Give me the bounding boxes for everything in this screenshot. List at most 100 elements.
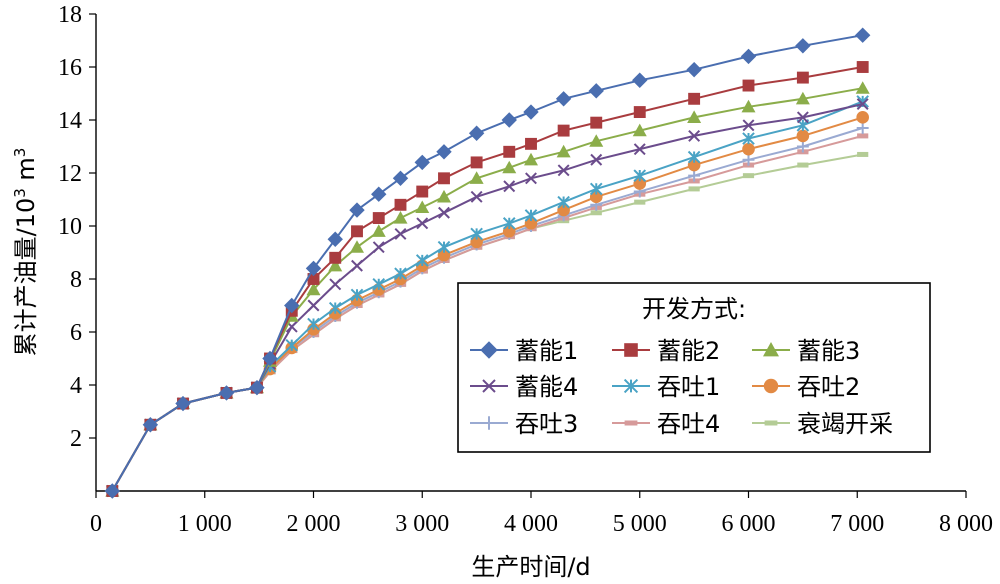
data-point: [556, 144, 571, 158]
y-tick-label: 4: [70, 373, 82, 399]
data-point: [436, 144, 452, 160]
legend-item: 吞吐3: [470, 410, 578, 438]
data-point: [307, 273, 320, 285]
data-point: [557, 195, 570, 209]
data-point: [795, 38, 811, 54]
data-point: [855, 81, 870, 94]
data-point: [372, 212, 385, 224]
data-point: [350, 288, 364, 302]
legend-label: 吞吐4: [657, 410, 720, 438]
data-point: [589, 134, 604, 147]
y-axis-title-unit: m: [12, 157, 40, 188]
data-point: [524, 152, 538, 166]
x-tick-label: 2 000: [287, 511, 341, 537]
y-tick-label: 12: [58, 161, 82, 187]
data-point: [589, 182, 603, 196]
data-point: [438, 206, 450, 219]
data-point: [633, 177, 647, 190]
data-point: [503, 145, 516, 158]
data-point: [249, 379, 265, 396]
legend-item: 吞吐2: [752, 373, 860, 401]
data-point: [557, 164, 570, 177]
x-tick-label: 3 000: [395, 511, 449, 537]
data-point: [394, 227, 407, 240]
data-point: [142, 417, 159, 433]
data-point: [371, 224, 386, 237]
data-point: [416, 185, 429, 198]
data-point: [764, 420, 778, 426]
data-point: [349, 202, 365, 218]
data-point: [623, 378, 639, 394]
legend-label: 蓄能2: [657, 337, 720, 365]
data-point: [414, 154, 430, 171]
data-point: [482, 379, 496, 393]
data-point: [351, 225, 363, 238]
legend-label: 蓄能4: [515, 373, 578, 401]
data-point: [502, 217, 516, 230]
data-point: [856, 61, 869, 73]
data-point: [632, 123, 647, 137]
data-point: [590, 116, 603, 129]
data-point: [796, 111, 809, 124]
data-point: [328, 258, 343, 272]
data-point: [328, 301, 342, 315]
data-point: [470, 156, 483, 169]
data-point: [590, 153, 603, 166]
data-point: [588, 83, 604, 99]
data-point: [218, 385, 235, 401]
data-point: [285, 338, 299, 352]
data-point: [503, 180, 516, 193]
data-point: [437, 240, 451, 254]
y-tick-label: 18: [58, 2, 82, 28]
data-point: [525, 172, 537, 185]
legend-item: 蓄能3: [752, 337, 860, 365]
data-point: [437, 248, 451, 262]
data-point: [797, 162, 809, 168]
data-point: [470, 235, 483, 249]
data-point: [624, 420, 638, 426]
data-point: [687, 110, 702, 123]
data-point: [557, 124, 570, 137]
data-point: [482, 416, 496, 430]
data-point: [589, 190, 603, 204]
x-tick-label: 6 000: [722, 511, 776, 537]
ticks: 0 1 000 2 000 3 000 4 000 5 000 6 000 7 000 8 00…: [58, 2, 993, 537]
data-point: [306, 282, 321, 296]
data-point: [590, 210, 602, 216]
data-point: [327, 231, 343, 247]
data-point: [688, 186, 700, 192]
data-point: [633, 169, 647, 182]
x-tick-label: 0: [90, 511, 102, 537]
legend-label: 吞吐3: [515, 410, 578, 438]
data-point: [329, 278, 342, 291]
data-point: [480, 341, 498, 359]
data-point: [624, 343, 638, 357]
data-point: [394, 267, 407, 281]
data-point: [633, 143, 646, 156]
series-1: [104, 27, 871, 499]
data-point: [438, 172, 450, 185]
data-point: [854, 27, 871, 43]
legend-item: 吞吐1: [612, 373, 720, 401]
x-tick-label: 7 000: [830, 511, 884, 537]
y-tick-label: 16: [58, 55, 82, 81]
y-axis-title: 累计产油量/103 m3: [11, 148, 40, 357]
data-point: [688, 169, 701, 182]
data-point: [371, 186, 387, 202]
x-tick-label: 1 000: [178, 511, 232, 537]
data-point: [523, 104, 539, 120]
data-point: [415, 254, 429, 267]
legend-item: 蓄能2: [612, 337, 720, 365]
legend-items: 蓄能1 蓄能2 蓄能3 蓄能4 吞吐1 吞吐2 吞吐3 吞吐4 衰竭开采: [470, 337, 893, 438]
data-point: [307, 299, 320, 312]
legend-box: [457, 282, 931, 453]
data-point: [634, 199, 646, 205]
y-tick-label: 6: [70, 320, 82, 346]
data-point: [856, 111, 869, 124]
data-point: [795, 91, 810, 105]
data-point: [305, 260, 322, 277]
data-point: [437, 189, 451, 203]
data-point: [524, 217, 538, 230]
x-tick-label: 8 000: [939, 511, 993, 537]
